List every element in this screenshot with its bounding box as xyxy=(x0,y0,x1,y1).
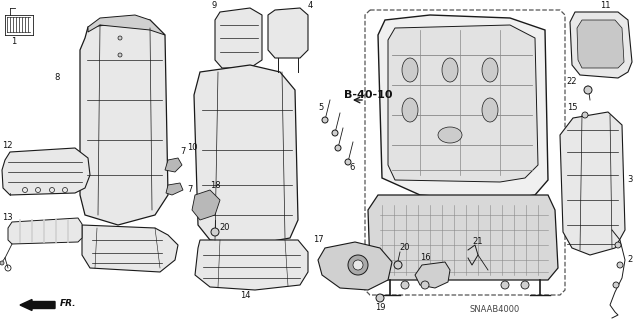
Polygon shape xyxy=(8,218,82,244)
Text: 12: 12 xyxy=(2,140,13,150)
Polygon shape xyxy=(388,25,538,182)
Circle shape xyxy=(582,112,588,118)
Ellipse shape xyxy=(482,58,498,82)
Text: 22: 22 xyxy=(567,78,577,86)
Polygon shape xyxy=(560,112,625,255)
Polygon shape xyxy=(570,12,632,78)
Polygon shape xyxy=(378,15,548,200)
Circle shape xyxy=(332,130,338,136)
Text: 8: 8 xyxy=(54,73,60,83)
Text: 10: 10 xyxy=(187,144,197,152)
FancyArrow shape xyxy=(20,300,55,310)
Circle shape xyxy=(211,228,219,236)
Polygon shape xyxy=(318,242,392,290)
Text: 2: 2 xyxy=(627,256,632,264)
Text: 5: 5 xyxy=(318,103,324,113)
Text: 6: 6 xyxy=(349,164,355,173)
Ellipse shape xyxy=(482,98,498,122)
Text: SNAAB4000: SNAAB4000 xyxy=(470,306,520,315)
Text: 4: 4 xyxy=(307,1,312,10)
Polygon shape xyxy=(2,148,90,195)
Circle shape xyxy=(501,281,509,289)
Text: 7: 7 xyxy=(180,147,186,157)
Text: 15: 15 xyxy=(567,102,577,112)
Ellipse shape xyxy=(438,127,462,143)
Text: FR.: FR. xyxy=(60,300,77,308)
Circle shape xyxy=(394,261,402,269)
Ellipse shape xyxy=(402,98,418,122)
Text: 9: 9 xyxy=(211,1,216,10)
Circle shape xyxy=(348,255,368,275)
Circle shape xyxy=(613,282,619,288)
Circle shape xyxy=(335,145,341,151)
Polygon shape xyxy=(192,190,220,220)
Circle shape xyxy=(617,262,623,268)
Polygon shape xyxy=(80,20,168,225)
Text: 17: 17 xyxy=(313,235,323,244)
Polygon shape xyxy=(415,262,450,288)
Text: 18: 18 xyxy=(210,181,220,189)
Polygon shape xyxy=(215,8,262,68)
Polygon shape xyxy=(195,240,308,290)
Polygon shape xyxy=(165,158,182,172)
Circle shape xyxy=(0,261,4,265)
Polygon shape xyxy=(88,15,165,35)
Text: 7: 7 xyxy=(188,186,193,195)
Circle shape xyxy=(421,281,429,289)
Text: 20: 20 xyxy=(400,243,410,253)
Text: B-40-10: B-40-10 xyxy=(344,90,392,100)
Polygon shape xyxy=(368,195,558,280)
Circle shape xyxy=(353,260,363,270)
Text: 14: 14 xyxy=(240,291,250,300)
Ellipse shape xyxy=(402,58,418,82)
Polygon shape xyxy=(166,183,183,195)
Text: 11: 11 xyxy=(600,1,611,10)
Circle shape xyxy=(118,53,122,57)
Text: 19: 19 xyxy=(375,303,385,313)
Circle shape xyxy=(322,117,328,123)
Text: 20: 20 xyxy=(220,222,230,232)
Ellipse shape xyxy=(442,58,458,82)
Circle shape xyxy=(376,294,384,302)
Circle shape xyxy=(615,242,621,248)
Polygon shape xyxy=(194,65,298,245)
Circle shape xyxy=(345,159,351,165)
Text: 16: 16 xyxy=(420,254,430,263)
Circle shape xyxy=(401,281,409,289)
Text: 1: 1 xyxy=(12,38,17,47)
Text: 3: 3 xyxy=(627,175,633,184)
Text: 21: 21 xyxy=(473,238,483,247)
Circle shape xyxy=(118,36,122,40)
Polygon shape xyxy=(577,20,624,68)
Text: 13: 13 xyxy=(2,213,13,222)
Polygon shape xyxy=(82,225,178,272)
Circle shape xyxy=(584,86,592,94)
Polygon shape xyxy=(268,8,308,58)
Circle shape xyxy=(521,281,529,289)
